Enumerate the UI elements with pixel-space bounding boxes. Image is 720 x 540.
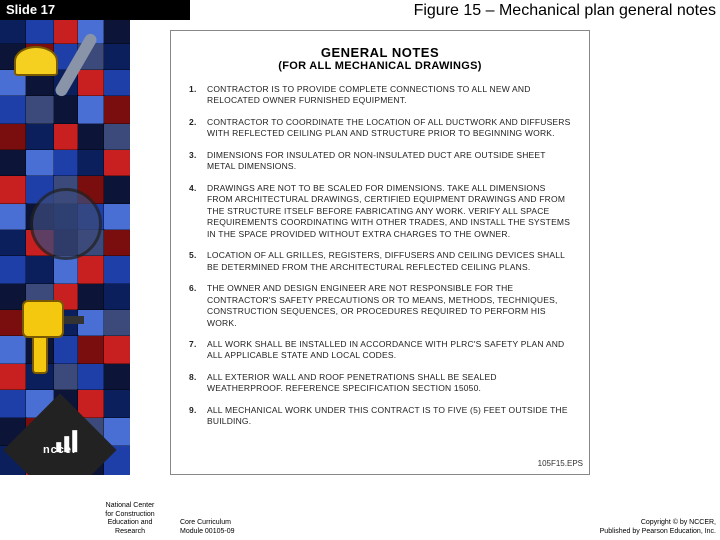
note-item: CONTRACTOR IS TO PROVIDE COMPLETE CONNEC… (189, 84, 571, 107)
doc-title: GENERAL NOTES (189, 45, 571, 60)
footer-copyright: Copyright © by NCCER,Published by Pearso… (600, 519, 716, 536)
footer-org: National Centerfor ConstructionEducation… (90, 502, 170, 536)
doc-subtitle: (FOR ALL MECHANICAL DRAWINGS) (189, 60, 571, 72)
note-item: CONTRACTOR TO COORDINATE THE LOCATION OF… (189, 117, 571, 140)
notes-list: CONTRACTOR IS TO PROVIDE COMPLETE CONNEC… (189, 84, 571, 428)
footer-module: Core CurriculumModule 00105-09 (180, 519, 235, 536)
note-item: DRAWINGS ARE NOT TO BE SCALED FOR DIMENS… (189, 183, 571, 240)
note-item: ALL MECHANICAL WORK UNDER THIS CONTRACT … (189, 405, 571, 428)
sidebar-mosaic: nccer (0, 20, 130, 475)
figure-title: Figure 15 – Mechanical plan general note… (414, 2, 716, 20)
document-panel: GENERAL NOTES (FOR ALL MECHANICAL DRAWIN… (170, 30, 590, 475)
note-item: LOCATION OF ALL GRILLES, REGISTERS, DIFF… (189, 250, 571, 273)
note-item: ALL WORK SHALL BE INSTALLED IN ACCORDANC… (189, 339, 571, 362)
note-item: ALL EXTERIOR WALL AND ROOF PENETRATIONS … (189, 372, 571, 395)
note-item: THE OWNER AND DESIGN ENGINEER ARE NOT RE… (189, 283, 571, 329)
eps-reference: 105F15.EPS (538, 459, 583, 468)
slide-label: Slide 17 (0, 0, 190, 20)
note-item: DIMENSIONS FOR INSULATED OR NON-INSULATE… (189, 150, 571, 173)
logo-text: nccer (43, 444, 77, 456)
